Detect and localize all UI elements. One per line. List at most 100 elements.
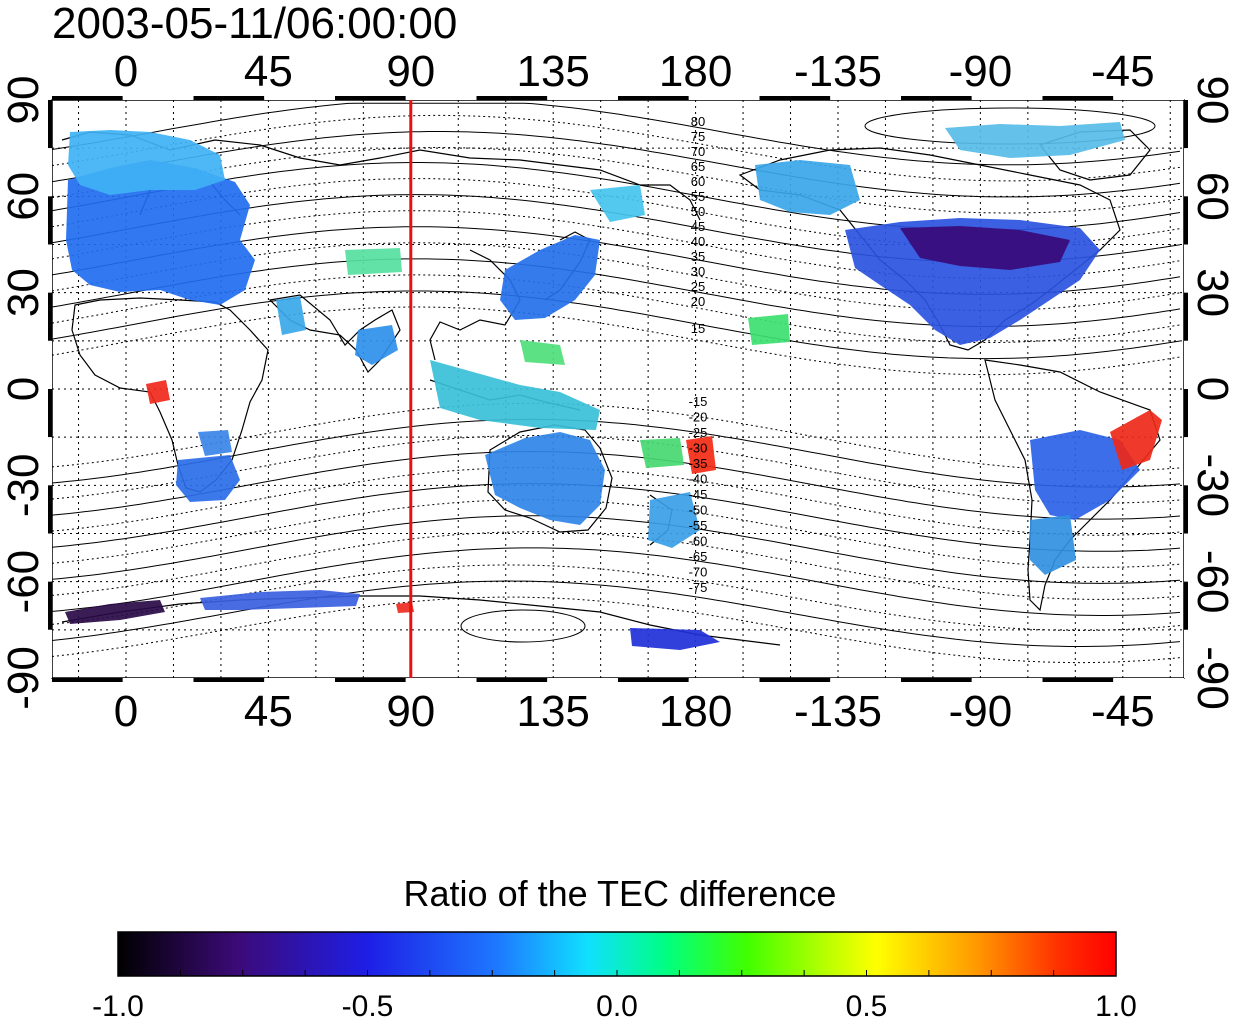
mlat-label: -55 — [689, 518, 708, 533]
axis-bar-segment — [48, 485, 52, 534]
mlat-label: -60 — [689, 534, 708, 549]
axis-bar-segment — [1184, 389, 1188, 438]
lon-tick-label: 45 — [244, 687, 293, 736]
axis-bar-segment — [52, 96, 123, 100]
mlat-label: 25 — [691, 279, 705, 294]
tec-patch-west-africa — [146, 380, 170, 404]
axis-bar-segment — [688, 96, 760, 100]
lat-tick-label: 0 — [1188, 377, 1237, 401]
mlat-label: -65 — [689, 549, 708, 564]
lat-tick-label: -90 — [0, 646, 48, 710]
tec-patch-europe-north — [68, 130, 225, 195]
tec-patch-southeast-asia-green — [520, 340, 565, 365]
axis-bar-segment — [48, 629, 52, 678]
contour-ring — [460, 609, 586, 643]
contour-line — [52, 580, 1181, 647]
axis-bar-segment — [48, 292, 52, 341]
axis-bar-segment — [971, 96, 1043, 100]
mlat-label: -75 — [689, 580, 708, 595]
lon-tick-label: 0 — [114, 687, 138, 736]
axis-bar-segment — [193, 96, 265, 100]
axis-bar-segment — [193, 678, 265, 682]
mlat-label: 40 — [691, 234, 705, 249]
contour-line — [52, 306, 1181, 376]
axis-bar-segment — [48, 196, 52, 245]
lat-tick-label: -90 — [1188, 646, 1237, 710]
colorbar-tick-label: -0.5 — [341, 990, 394, 1023]
axis-bar-segment — [48, 581, 52, 630]
colorbar-tick-label: 0.0 — [596, 990, 638, 1023]
contour-line — [52, 467, 1181, 536]
tec-patch-alaska-canada — [755, 160, 860, 215]
contour-line — [52, 290, 1181, 360]
axis-bar-segment — [264, 678, 335, 682]
axis-bar-segment — [759, 96, 831, 100]
lat-tick-label: -60 — [0, 550, 48, 614]
lat-tick-label: 90 — [0, 76, 48, 125]
colorbar-title: Ratio of the TEC difference — [403, 873, 837, 914]
axis-bar-segment — [264, 96, 335, 100]
left-latitude-ticks: 90 60 30 0 -30 -60 -90 — [0, 76, 48, 710]
tec-ratio-data-field — [65, 122, 1162, 650]
axis-bar-segment — [335, 678, 406, 682]
tec-patch-south-pacific-red — [686, 436, 716, 474]
axis-bar-segment — [476, 678, 548, 682]
axis-bar-segment — [48, 100, 52, 149]
colorbar-minor-ticks — [179, 970, 1055, 976]
lon-tick-label: -135 — [794, 47, 882, 96]
axis-bar-segment — [1184, 148, 1188, 197]
axis-bar-segment — [830, 96, 901, 100]
lat-tick-label: 60 — [0, 172, 48, 221]
axis-bar-segment — [971, 678, 1043, 682]
timestamp-title: 2003-05-11/06:00:00 — [52, 0, 458, 48]
lon-tick-label: -45 — [1091, 47, 1155, 96]
lat-tick-label: 90 — [1188, 76, 1237, 125]
lon-tick-label: 0 — [114, 47, 138, 96]
axis-bar-segment — [48, 148, 52, 197]
axis-bar-segment — [759, 678, 831, 682]
axis-bar-segment — [48, 389, 52, 438]
colorbar-tick-label: -1.0 — [92, 990, 144, 1023]
axis-bar-segment — [52, 678, 123, 682]
lat-tick-label: 30 — [1188, 268, 1237, 317]
lat-tick-label: 0 — [0, 377, 48, 401]
contour-line — [52, 131, 1181, 198]
axis-bar-segment — [1184, 292, 1188, 341]
tec-patch-south-america — [1030, 430, 1140, 520]
tec-patch-middle-east — [276, 296, 306, 335]
axis-bar-segment — [618, 96, 689, 100]
tec-patch-ross-sea — [630, 628, 720, 650]
contour-line — [52, 515, 1181, 584]
lat-tick-label: 30 — [0, 268, 48, 317]
mlat-label: 35 — [691, 249, 705, 264]
lon-tick-label: -45 — [1091, 687, 1155, 736]
tec-patch-europe — [66, 160, 255, 305]
contour-line — [52, 483, 1181, 552]
axis-bar-segment — [1113, 678, 1184, 682]
tec-patch-central-asia — [345, 248, 402, 275]
tec-patch-patagonia — [1030, 515, 1076, 575]
axis-bar-segment — [547, 678, 618, 682]
axis-bar-segment — [1184, 581, 1188, 630]
lon-tick-label: -90 — [949, 687, 1013, 736]
axis-bar-segment — [1042, 96, 1114, 100]
lon-tick-label: 135 — [516, 687, 589, 736]
axis-bar-segment — [476, 96, 548, 100]
tec-patch-antarctica-east — [200, 590, 360, 610]
lat-tick-label: 60 — [1188, 172, 1237, 221]
axis-bar-segment — [48, 437, 52, 486]
contour-line — [52, 450, 1181, 520]
axis-bar-segment — [1184, 533, 1188, 582]
colorbar-tick-label: 0.5 — [845, 990, 888, 1023]
axis-bar-segment — [1184, 485, 1188, 534]
mlat-label: 55 — [691, 189, 705, 204]
lon-tick-label: 180 — [659, 47, 732, 96]
mlat-label: -20 — [689, 410, 708, 425]
axis-bar-segment — [405, 96, 477, 100]
lat-tick-label: -30 — [0, 454, 48, 518]
mlat-label: -40 — [689, 472, 708, 487]
tec-patch-arctic-canada — [945, 122, 1125, 158]
bottom-longitude-ticks: 0 45 90 135 180 -135 -90 -45 — [114, 687, 1155, 736]
